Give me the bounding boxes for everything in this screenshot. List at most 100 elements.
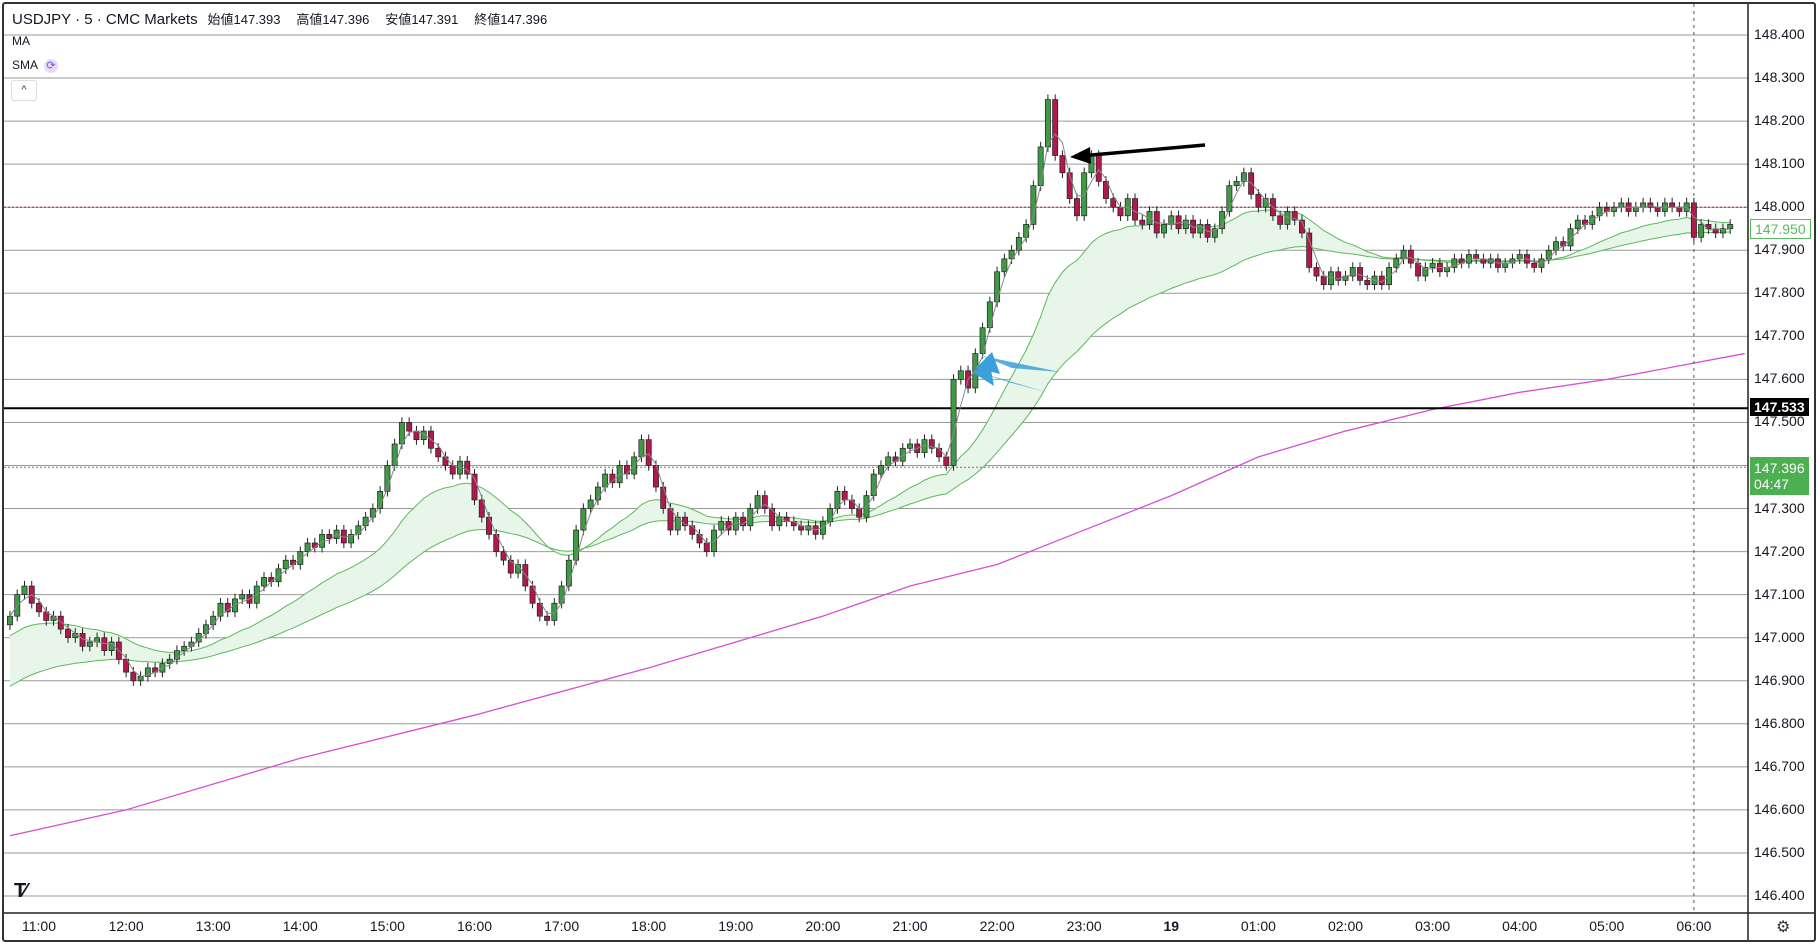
candle-body bbox=[304, 542, 311, 552]
time-tick: 20:00 bbox=[805, 918, 841, 934]
candle-body bbox=[529, 585, 536, 604]
price-tick: 147.100 bbox=[1754, 585, 1805, 602]
black-arrow-shaft bbox=[1079, 143, 1206, 158]
close-value: 147.396 bbox=[500, 12, 548, 27]
time-tick: 17:00 bbox=[544, 918, 580, 934]
refresh-icon[interactable]: ⟳ bbox=[44, 58, 59, 73]
candle-body bbox=[290, 559, 296, 565]
candle-body bbox=[326, 534, 333, 540]
candle-body bbox=[1531, 262, 1538, 268]
candle-body bbox=[384, 465, 391, 492]
candle-body bbox=[471, 473, 478, 501]
gear-icon[interactable]: ⚙ bbox=[1776, 919, 1791, 936]
candle-body bbox=[348, 534, 355, 544]
indicator-ma[interactable]: MA bbox=[12, 34, 30, 48]
hline-price-tag: 147.533 bbox=[1750, 398, 1809, 417]
candle-body bbox=[848, 499, 855, 509]
candle-body bbox=[689, 525, 696, 535]
last-price: 147.396 bbox=[1754, 460, 1805, 477]
candle-body bbox=[1037, 146, 1044, 187]
candle-body bbox=[101, 637, 108, 651]
candle-body bbox=[1719, 228, 1726, 234]
candle-body bbox=[435, 447, 442, 458]
candle-body bbox=[1073, 198, 1080, 217]
candle-body bbox=[674, 516, 681, 531]
candle-body bbox=[1298, 219, 1305, 234]
ma-band-fill bbox=[9, 209, 1731, 687]
candle-body bbox=[928, 439, 935, 449]
candle-body bbox=[544, 615, 551, 621]
price-tick: 146.800 bbox=[1754, 714, 1805, 731]
candle-body bbox=[1146, 211, 1153, 225]
price-tick: 148.200 bbox=[1754, 112, 1805, 129]
low-value: 147.391 bbox=[411, 12, 459, 27]
candle-body bbox=[1632, 206, 1639, 212]
symbol-title[interactable]: USDJPY · 5 · CMC Markets bbox=[12, 11, 198, 28]
close-label: 終値 bbox=[474, 12, 501, 27]
candle-body bbox=[217, 602, 224, 617]
candle-body bbox=[1407, 249, 1414, 264]
candle-body bbox=[21, 585, 28, 595]
candle-body bbox=[1066, 172, 1073, 199]
candle-body bbox=[979, 327, 986, 354]
time-tick: 23:00 bbox=[1066, 918, 1102, 934]
candle-body bbox=[406, 422, 413, 432]
candle-body bbox=[1400, 249, 1407, 260]
candle-body bbox=[1727, 224, 1734, 230]
time-tick: 11:00 bbox=[22, 918, 56, 934]
candle-body bbox=[486, 516, 492, 535]
price-tick: 146.600 bbox=[1754, 800, 1805, 817]
candle-body bbox=[1618, 202, 1625, 208]
candle-body bbox=[703, 542, 710, 552]
candle-body bbox=[645, 439, 652, 466]
time-tick: 19 bbox=[1163, 918, 1180, 934]
candle-body bbox=[1059, 155, 1066, 174]
time-tick: 06:00 bbox=[1676, 918, 1712, 934]
price-tick: 148.300 bbox=[1754, 69, 1805, 86]
high-value: 147.396 bbox=[322, 12, 370, 27]
candle-body bbox=[1103, 181, 1109, 199]
price-tick: 147.000 bbox=[1754, 628, 1805, 645]
candle-body bbox=[123, 658, 130, 673]
candle-body bbox=[1306, 232, 1313, 268]
candle-body bbox=[1444, 267, 1451, 273]
candle-body bbox=[943, 456, 950, 466]
fast-ma-line bbox=[9, 209, 1731, 653]
collapse-legend-button[interactable]: ^ bbox=[11, 80, 37, 101]
candle-body bbox=[1647, 202, 1654, 208]
candle-body bbox=[754, 495, 761, 509]
candle-body bbox=[1291, 211, 1298, 221]
long-ma-line bbox=[9, 352, 1745, 837]
time-tick: 13:00 bbox=[195, 918, 231, 934]
candle-body bbox=[769, 508, 776, 527]
indicator-sma[interactable]: SMA ⟳ bbox=[12, 58, 59, 73]
candle-body bbox=[1211, 228, 1218, 238]
candle-body bbox=[1052, 99, 1059, 156]
candle-body bbox=[1153, 211, 1160, 234]
candle-body bbox=[1001, 258, 1008, 273]
tradingview-logo[interactable]: T⁄ bbox=[14, 880, 26, 902]
price-tick: 147.300 bbox=[1754, 499, 1805, 516]
open-label: 始値 bbox=[207, 12, 234, 27]
candle-body bbox=[137, 676, 144, 682]
candle-body bbox=[57, 615, 64, 630]
slow-ma-line bbox=[9, 231, 1731, 687]
candle-body bbox=[696, 534, 703, 544]
blue-arrow-upper bbox=[982, 356, 1060, 372]
price-tick: 148.100 bbox=[1754, 155, 1805, 172]
candle-body bbox=[1240, 172, 1247, 182]
candle-body bbox=[1393, 258, 1400, 268]
candle-body bbox=[558, 585, 565, 604]
candle-body bbox=[1669, 202, 1676, 208]
candle-body bbox=[1349, 267, 1356, 277]
candle-body bbox=[1422, 267, 1429, 277]
candle-body bbox=[36, 602, 42, 613]
candle-body bbox=[210, 615, 217, 626]
last-price-tag: 147.396 04:47 bbox=[1750, 457, 1809, 496]
candle-body bbox=[623, 465, 630, 475]
price-tick: 146.500 bbox=[1754, 843, 1805, 860]
candle-body bbox=[362, 516, 369, 527]
candle-body bbox=[166, 658, 173, 664]
candle-body bbox=[1110, 198, 1117, 208]
